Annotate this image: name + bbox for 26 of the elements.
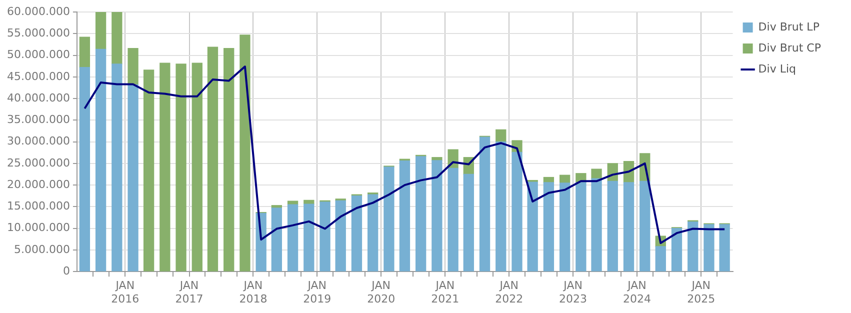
y-tick-label: 15.000.000 [6,200,70,213]
y-tick-label: 55.000.000 [6,26,70,40]
x-tick-label: JAN 2022 [495,279,524,306]
legend-label: Div Liq [758,62,796,76]
x-tick-label: JAN 2018 [239,279,268,306]
y-tick-label: 60.000.000 [6,4,70,18]
y-tick-label: 25.000.000 [6,156,70,170]
x-tick-label: JAN 2021 [431,279,460,306]
y-tick-label: 40.000.000 [6,91,70,104]
y-tick-label: 20.000.000 [6,178,70,191]
y-tick-label: 5.000.000 [14,242,70,256]
y-tick-label: 10.000.000 [6,221,70,234]
x-tick-label: JAN 2019 [303,279,332,306]
y-tick-label: 0 [62,264,70,278]
y-tick-label: 35.000.000 [6,113,70,126]
x-tick-label: JAN 2017 [175,279,204,306]
x-tick-label: JAN 2020 [367,279,396,306]
x-tick-label: JAN 2025 [687,279,716,306]
y-tick-label: 45.000.000 [6,70,70,83]
legend-label: Div Brut CP [758,41,822,54]
y-tick-label: 30.000.000 [6,134,70,148]
legend-label: Div Brut LP [758,20,820,34]
x-tick-label: JAN 2023 [559,279,588,306]
y-tick-label: 50.000.000 [6,48,70,62]
x-tick-label: JAN 2016 [111,279,140,306]
x-tick-label: JAN 2024 [622,279,651,306]
